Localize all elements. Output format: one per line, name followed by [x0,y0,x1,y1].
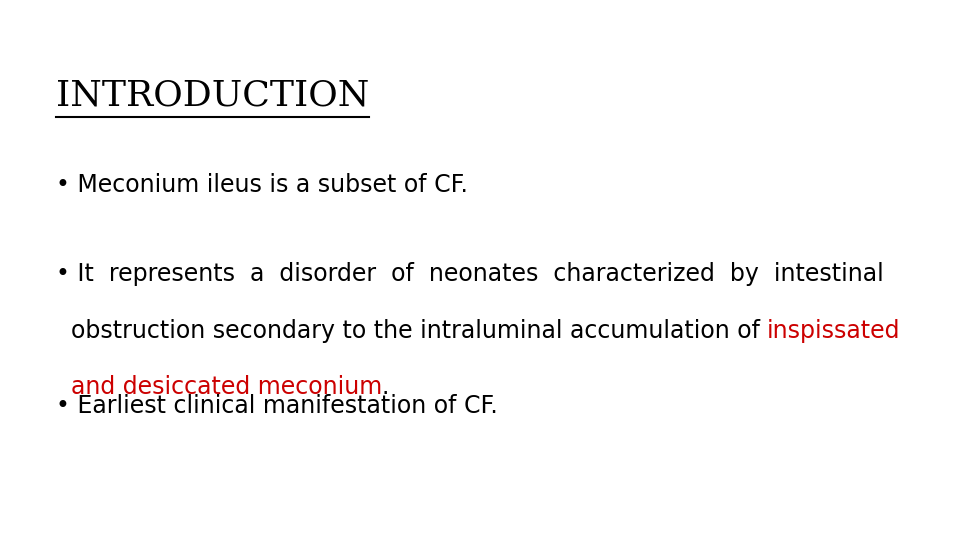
Text: • Meconium ileus is a subset of CF.: • Meconium ileus is a subset of CF. [56,173,468,197]
Text: and desiccated meconium: and desiccated meconium [56,375,382,399]
Text: .: . [382,375,390,399]
Text: inspissated: inspissated [767,319,900,342]
Text: • Earliest clinical manifestation of CF.: • Earliest clinical manifestation of CF. [56,394,497,418]
Text: • It  represents  a  disorder  of  neonates  characterized  by  intestinal: • It represents a disorder of neonates c… [56,262,883,286]
Text: obstruction secondary to the intraluminal accumulation of: obstruction secondary to the intralumina… [56,319,767,342]
Text: INTRODUCTION: INTRODUCTION [56,78,369,112]
